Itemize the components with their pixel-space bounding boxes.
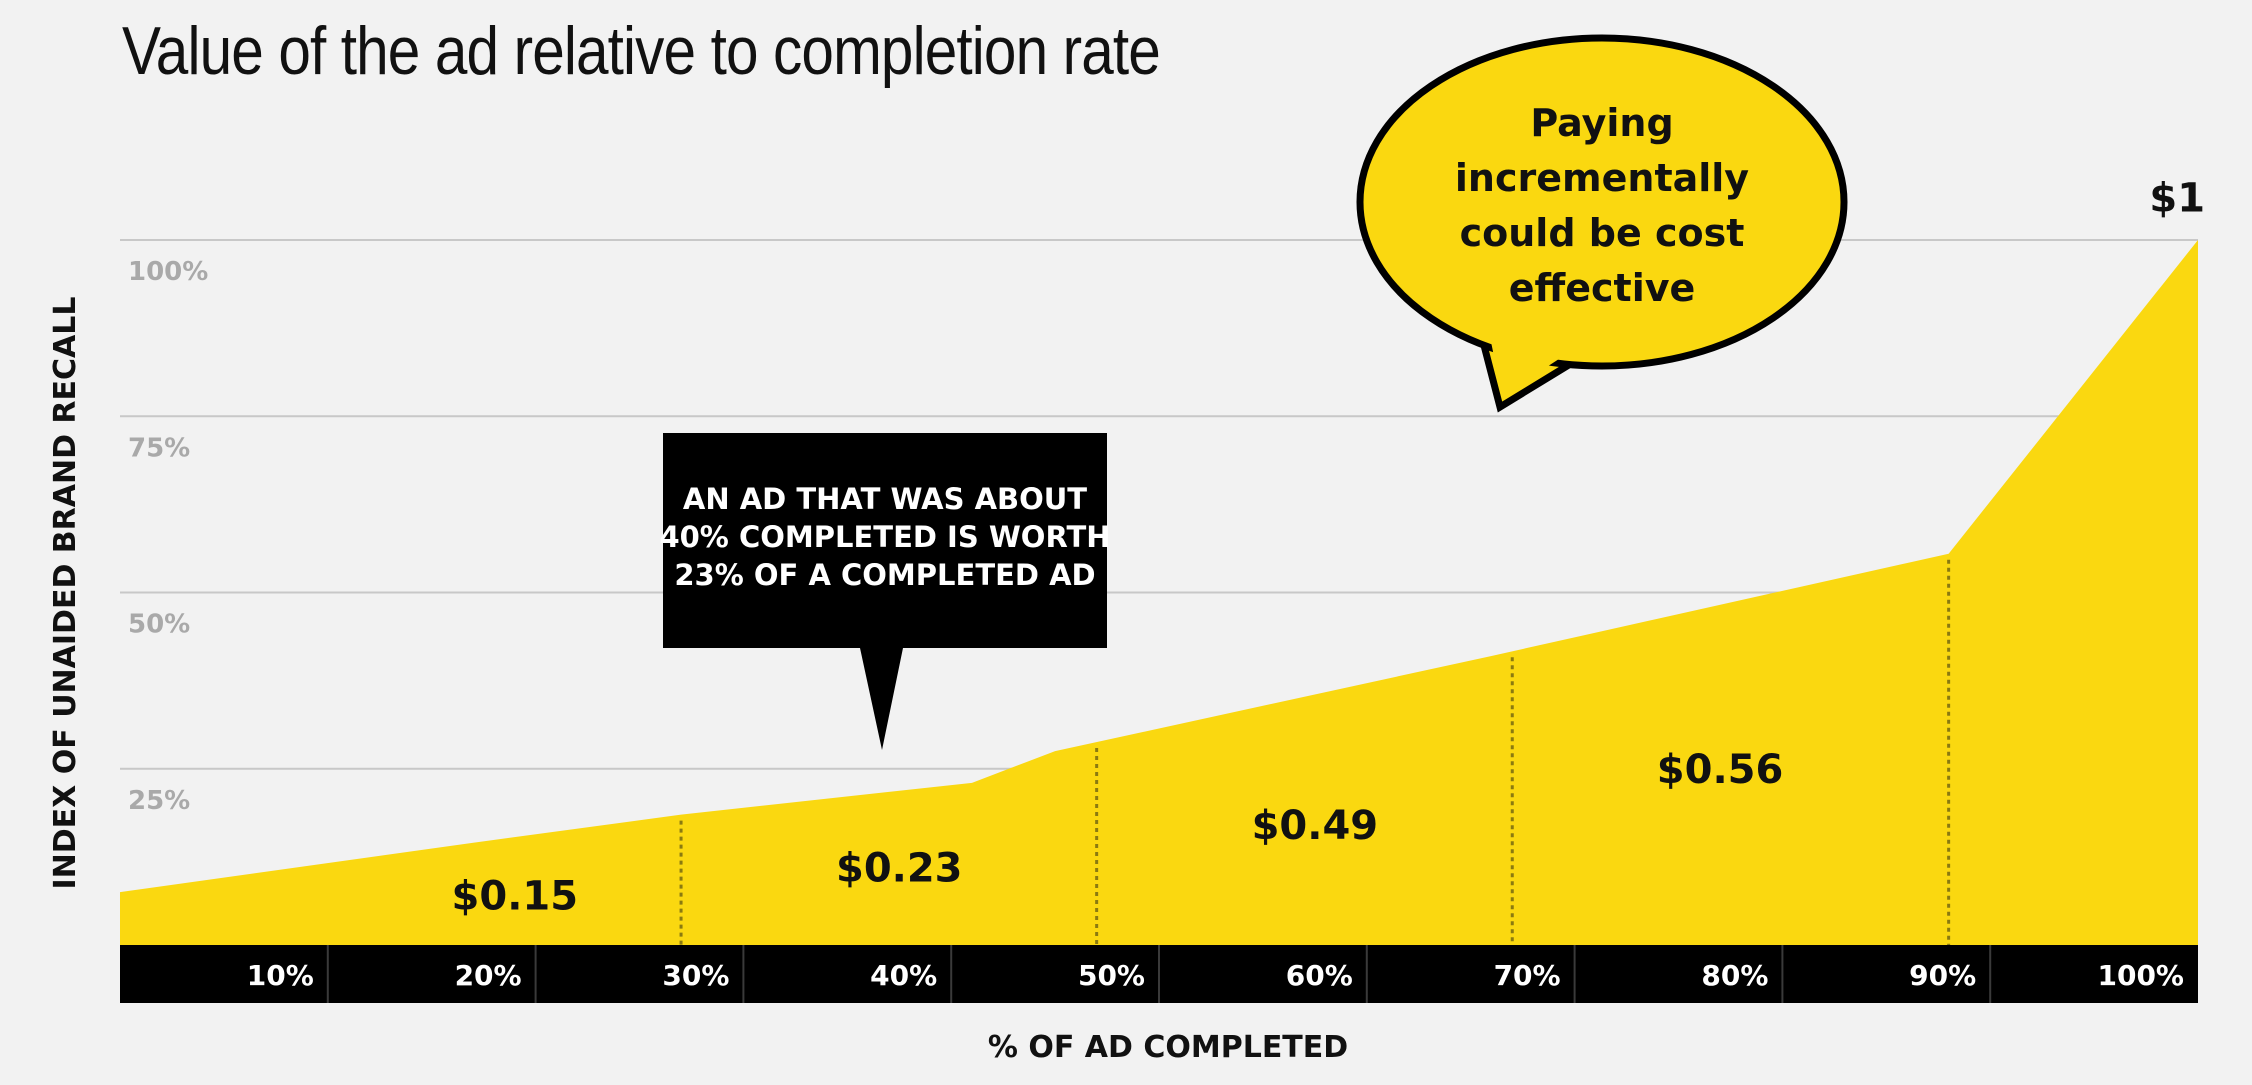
x-tick-label: 60% [1286, 959, 1353, 992]
y-axis-ticks: 25% 50% 75% 100% [128, 257, 208, 816]
speech-bubble-line-2: incrementally [1455, 156, 1749, 200]
speech-bubble-line-4: effective [1509, 266, 1696, 310]
y-axis-title: INDEX OF UNAIDED BRAND RECALL [48, 297, 83, 890]
annotations: AN AD THAT WAS ABOUT 40% COMPLETED IS WO… [659, 34, 1848, 750]
x-tick-label: 70% [1494, 959, 1561, 992]
x-tick-label: 30% [662, 959, 729, 992]
page-title: Value of the ad relative to completion r… [122, 13, 1161, 89]
end-value-label: $1 [2149, 176, 2205, 222]
x-axis-title: % OF AD COMPLETED [988, 1030, 1348, 1065]
x-tick-label: 20% [455, 959, 522, 992]
x-tick-label: 90% [1909, 959, 1976, 992]
speech-bubble-shape [1356, 34, 1848, 370]
speech-bubble: Paying incrementally could be cost effec… [1356, 34, 1848, 413]
x-tick-label: 100% [2097, 959, 2184, 992]
x-tick-label: 10% [247, 959, 314, 992]
x-tick-label: 50% [1078, 959, 1145, 992]
speech-bubble-line-3: could be cost [1460, 211, 1745, 255]
segment-value-label: $0.49 [1252, 803, 1379, 849]
callout-box-line-3: 23% OF A COMPLETED AD [674, 558, 1095, 592]
area-fill [120, 240, 2198, 945]
callout-box: AN AD THAT WAS ABOUT 40% COMPLETED IS WO… [659, 433, 1111, 750]
y-tick-label: 100% [128, 257, 208, 287]
speech-bubble-tail-fill [1487, 322, 1582, 396]
y-tick-label: 50% [128, 610, 190, 640]
speech-bubble-line-1: Paying [1530, 101, 1673, 145]
y-tick-label: 75% [128, 433, 190, 463]
callout-box-line-1: AN AD THAT WAS ABOUT [683, 482, 1087, 516]
segment-value-label: $0.56 [1657, 747, 1784, 793]
x-axis-band: 10% 20% 30% 40% 50% 60% 70% 80% 90% 100% [120, 945, 2198, 1003]
callout-box-line-2: 40% COMPLETED IS WORTH [659, 520, 1110, 554]
area-series [120, 240, 2198, 945]
segment-dividers [679, 559, 1951, 945]
x-tick-label: 80% [1701, 959, 1768, 992]
segment-value-label: $0.15 [452, 874, 579, 920]
segment-value-labels: $0.15 $0.23 $0.49 $0.56 $1 [452, 176, 2206, 920]
x-tick-label: 40% [870, 959, 937, 992]
y-tick-label: 25% [128, 786, 190, 816]
segment-value-label: $0.23 [836, 845, 963, 891]
callout-box-shape [663, 433, 1107, 750]
